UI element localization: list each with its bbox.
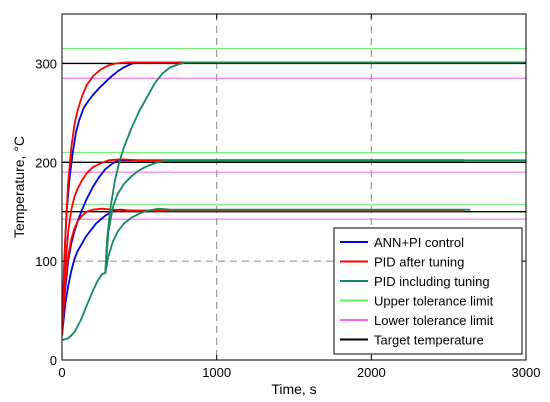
pid-including-tuning-curve: [104, 61, 526, 274]
y-tick-label: 300: [35, 56, 57, 71]
x-tick-label: 2000: [357, 365, 386, 380]
x-tick-label: 3000: [512, 365, 541, 380]
legend: ANN+PI control PID after tuning PID includ…: [333, 227, 523, 355]
axis-ticks: 0 1000 2000 3000 0 100 200 300: [35, 14, 540, 380]
axes-frame: [61, 13, 527, 361]
legend-label-ann-pi-control: ANN+PI control: [374, 235, 464, 250]
legend-label-target-temperature: Target temperature: [374, 333, 484, 348]
y-tick-label: 0: [50, 353, 57, 368]
legend-label-pid-including-tuning: PID including tuning: [374, 274, 490, 289]
legend-box: [333, 227, 523, 355]
pid-after-tuning-curve: [62, 61, 526, 336]
x-axis-label: Time, s: [271, 381, 316, 397]
y-tick-label: 100: [35, 254, 57, 269]
pid-including-tuning-curve: [104, 159, 526, 274]
legend-label-lower-tolerance-limit: Lower tolerance limit: [374, 313, 494, 328]
pid-including-tuning-curve: [62, 207, 471, 342]
x-tick-label: 0: [58, 365, 65, 380]
legend-label-upper-tolerance-limit: Upper tolerance limit: [374, 294, 494, 309]
y-tick-label: 200: [35, 155, 57, 170]
legend-label-pid-after-tuning: PID after tuning: [374, 255, 464, 270]
pid-after-tuning-curve: [62, 207, 465, 336]
x-tick-label: 1000: [202, 365, 231, 380]
y-axis-label: Temperature, °C: [11, 136, 27, 238]
